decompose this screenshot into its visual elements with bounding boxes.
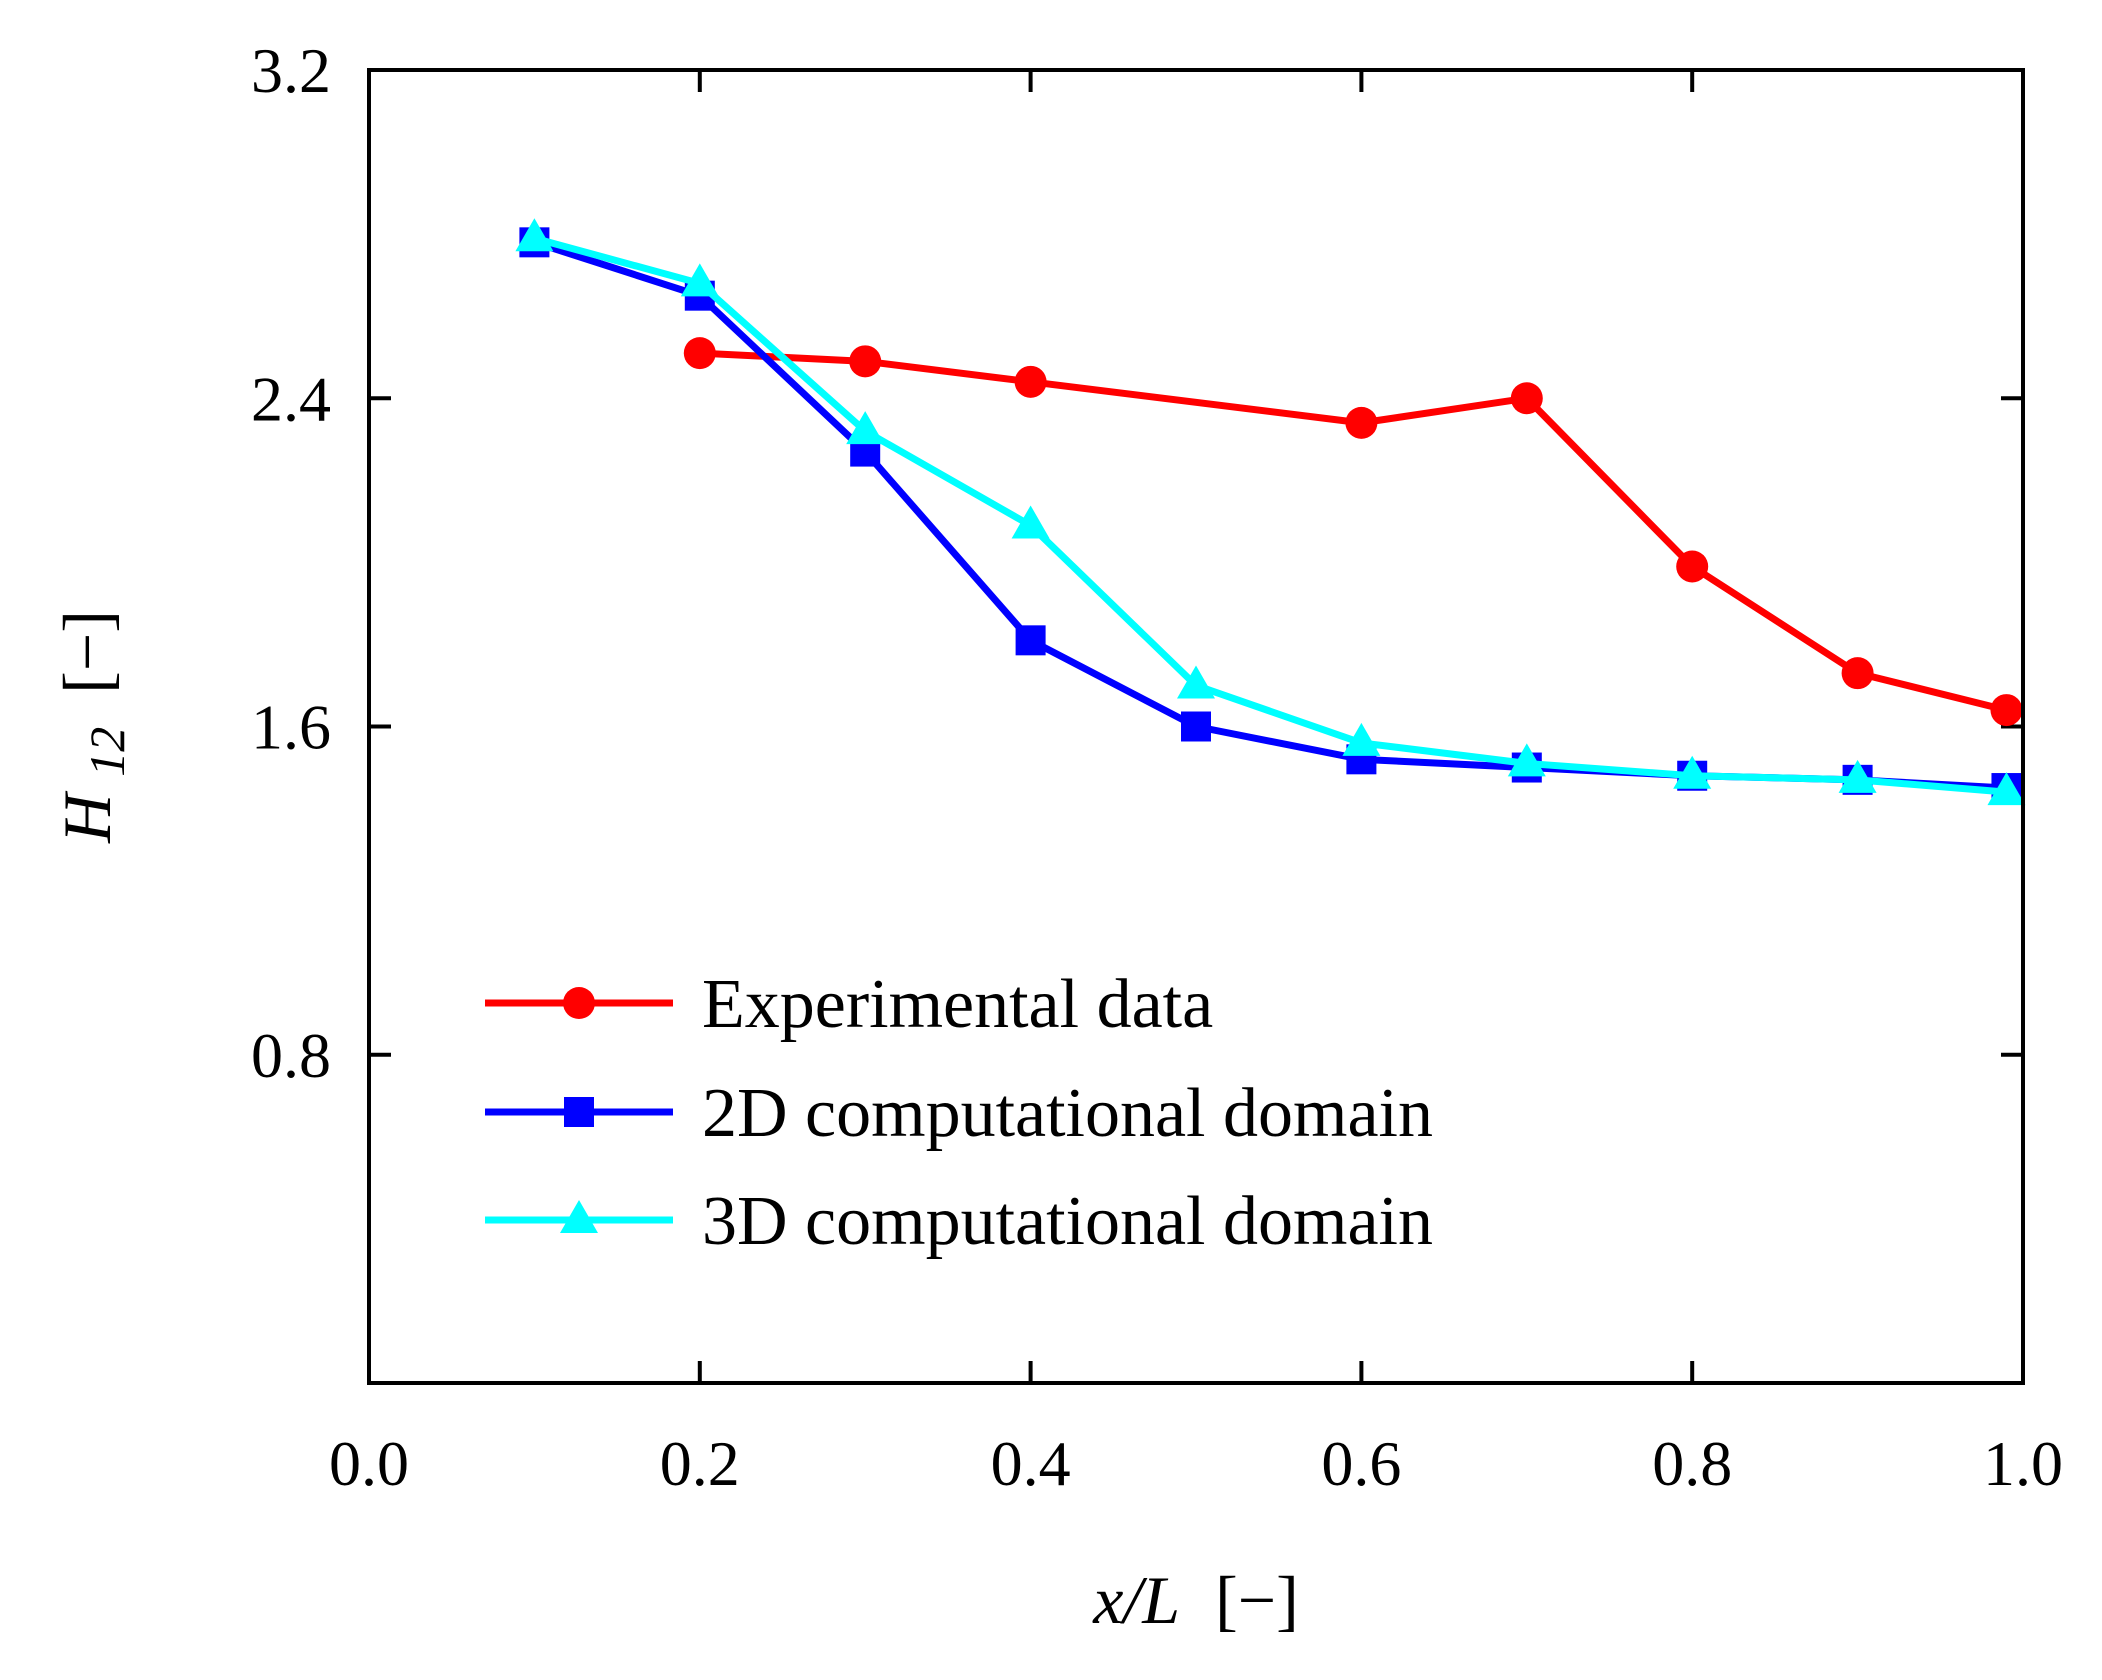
data-point-triangle: [1987, 772, 2026, 806]
data-point-triangle: [846, 411, 885, 445]
legend-label: 3D computational domain: [702, 1183, 1433, 1260]
data-point-circle: [683, 337, 716, 370]
plot-frame: [367, 68, 2025, 1385]
legend-item: 3D computational domain: [485, 1183, 1433, 1260]
y-axis-title: H 12 [−]: [49, 610, 139, 844]
legend-label: Experimental data: [702, 966, 1213, 1043]
x-axis-unit: [−]: [1215, 1562, 1299, 1638]
series-line: [533, 234, 2007, 796]
data-point-circle: [849, 345, 882, 378]
series-line: [699, 349, 2008, 714]
data-point-triangle: [515, 218, 554, 252]
data-point-triangle: [1838, 759, 1877, 793]
data-point-triangle: [1177, 665, 1215, 699]
series-layer: [515, 218, 2026, 806]
x-tick-label: 0.6: [1321, 1428, 1401, 1499]
legend-item: 2D computational domain: [485, 1075, 1433, 1152]
data-point-circle: [1014, 365, 1047, 398]
x-tick-label: 0.0: [329, 1428, 409, 1499]
legend: Experimental data 2D computational domain…: [485, 966, 1433, 1260]
tick-labels-layer: 0.0 0.2 0.4 0.6 0.8 1.0 0.8 1.6 2.4 3.2: [251, 35, 2063, 1499]
y-axis-subscript: 12: [79, 727, 135, 777]
legend-item: Experimental data: [485, 966, 1213, 1043]
legend-marker-circle: [563, 987, 595, 1019]
data-point-triangle: [1342, 722, 1381, 756]
data-point-triangle: [1011, 505, 1050, 539]
data-point-square: [1181, 711, 1211, 742]
y-tick-label: 2.4: [251, 363, 331, 434]
series-3: [515, 218, 2026, 806]
data-point-square: [1015, 625, 1046, 656]
y-tick-label: 1.6: [251, 692, 331, 763]
y-axis-unit: [−]: [49, 610, 125, 694]
series-1: [683, 337, 2023, 727]
legend-marker-triangle: [560, 1200, 598, 1233]
data-point-triangle: [1673, 755, 1712, 789]
x-tick-label: 1.0: [1983, 1428, 2063, 1499]
legend-marker-square: [564, 1097, 594, 1127]
x-tick-label: 0.2: [660, 1428, 740, 1499]
data-point-circle: [1841, 657, 1874, 690]
data-point-triangle: [680, 263, 719, 297]
data-point-triangle: [1507, 743, 1546, 777]
data-point-circle: [1510, 382, 1543, 415]
data-point-circle: [1345, 406, 1378, 439]
y-axis-variable: H: [49, 790, 125, 844]
y-tick-label: 0.8: [251, 1020, 331, 1091]
x-axis-variable: x/L: [1092, 1562, 1180, 1638]
x-tick-label: 0.4: [991, 1428, 1071, 1499]
data-point-circle: [1676, 550, 1709, 583]
x-tick-label: 0.8: [1652, 1428, 1732, 1499]
legend-label: 2D computational domain: [702, 1075, 1433, 1152]
x-axis-title: x/L [−]: [1092, 1562, 1299, 1638]
y-tick-label: 3.2: [251, 35, 331, 106]
data-point-circle: [1990, 694, 2023, 727]
